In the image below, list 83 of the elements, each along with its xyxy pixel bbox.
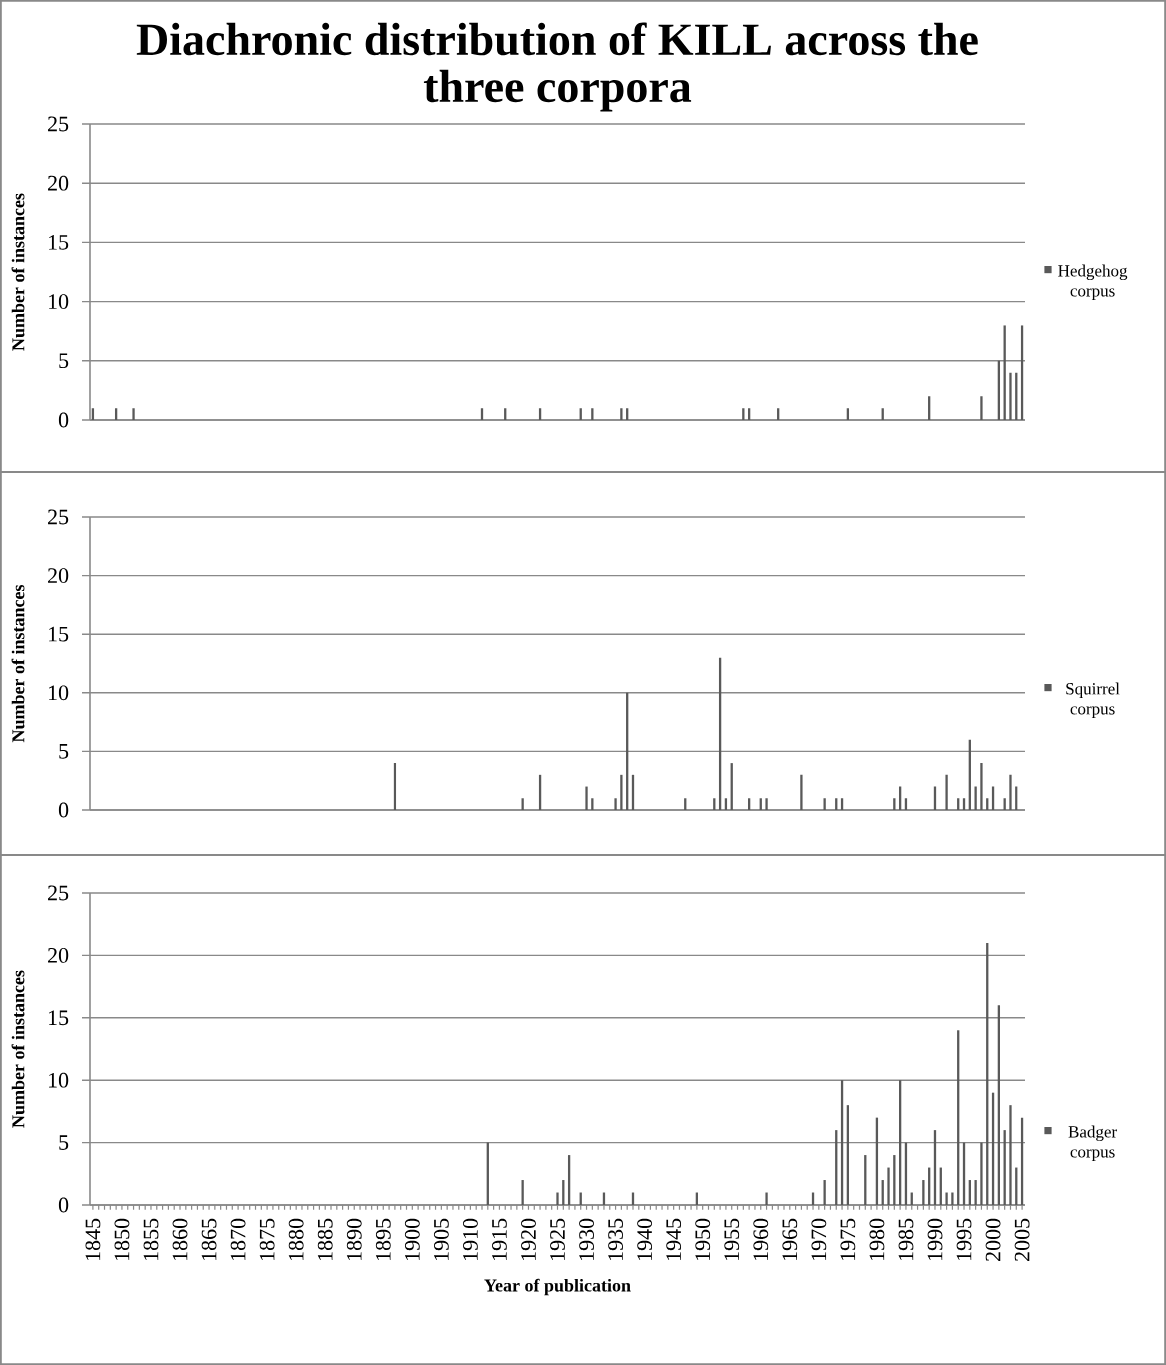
bar [980,763,983,810]
y-tick-label: 20 [48,568,69,584]
y-tick-label: 0 [58,1197,69,1213]
bar [951,1192,954,1205]
x-tick-label: 1940 [637,1218,653,1260]
x-tick-label: 1890 [346,1218,362,1260]
x-tick-label: 1955 [724,1218,740,1260]
y-tick-label: 10 [49,1072,69,1088]
y-tick-label: 20 [48,175,69,191]
bar [823,798,826,810]
y-tick-label: 15 [49,1010,69,1026]
x-tick-label: 1870 [230,1218,246,1260]
bar [945,1192,948,1205]
bar [585,786,588,810]
x-tick-label: 2005 [1014,1218,1030,1261]
bar [1009,774,1012,810]
x-tick-label: 2000 [985,1218,1001,1261]
x-tick-label: 1950 [695,1218,711,1260]
y-axis-title: Number of instances [11,970,25,1128]
x-tick-label: 1970 [811,1218,827,1260]
x-tick-label: 1960 [753,1218,769,1260]
x-tick-label: 1930 [579,1218,594,1260]
y-tick-label: 0 [58,412,69,428]
x-tick-label: 1865 [201,1218,217,1260]
legend-label: Badger corpus [1068,1125,1117,1161]
x-tick-label: 1980 [869,1218,885,1260]
x-tick-label: 1945 [666,1218,682,1260]
bar [800,774,803,810]
bar [922,1180,925,1205]
bar [974,1180,977,1205]
x-tick-label: 1875 [259,1218,275,1260]
x-tick-label: 1915 [492,1218,507,1260]
y-tick-label: 5 [59,353,69,369]
bar [980,1142,983,1205]
bar [132,408,135,420]
y-tick-label: 15 [49,235,69,250]
bar [823,1180,826,1205]
x-axis-title: Year of publication [484,1278,631,1296]
bar [1009,372,1012,420]
y-tick-label: 20 [48,947,69,963]
bar [556,1192,559,1205]
y-axis-title: Number of instances [11,193,25,351]
x-tick-label: 1895 [375,1218,391,1260]
chart-title: Diachronic distribution of KILL across the three corpora [136,22,978,112]
bar [765,798,768,810]
bar [945,774,948,810]
x-tick-label: 1880 [288,1218,304,1260]
y-tick-label: 25 [48,116,69,132]
x-tick-label: 1845 [85,1218,101,1260]
bar [887,1167,890,1205]
x-tick-label: 1985 [898,1218,914,1260]
x-tick-label: 1965 [782,1218,798,1260]
bar [620,408,623,420]
y-tick-label: 0 [58,802,69,818]
y-tick-label: 15 [49,626,69,642]
x-tick-label: 1925 [550,1218,565,1260]
bar [1009,1105,1012,1205]
x-tick-label: 1920 [521,1218,536,1260]
y-tick-label: 5 [59,744,69,759]
bar [974,786,977,810]
x-tick-label: 1975 [840,1218,856,1260]
y-tick-label: 5 [59,1135,69,1150]
x-tick-label: 1995 [956,1218,972,1260]
x-tick-label: 1850 [114,1218,130,1260]
y-tick-label: 25 [48,885,69,901]
bar [765,1192,768,1205]
x-tick-label: 1860 [172,1218,188,1260]
x-tick-label: 1990 [927,1218,943,1260]
legend-label: Hedgehog corpus [1058,264,1128,300]
y-axis-title: Number of instances [11,584,25,743]
x-tick-label: 1910 [462,1218,478,1260]
y-tick-label: 25 [48,509,69,525]
y-tick-label: 10 [49,294,69,310]
x-tick-label: 1905 [433,1218,449,1260]
x-tick-label: 1935 [608,1218,623,1260]
x-tick-label: 1855 [143,1218,159,1260]
x-tick-label: 1885 [317,1218,333,1260]
y-tick-label: 10 [49,685,69,701]
bar [620,774,623,810]
x-tick-label: 1900 [404,1218,420,1260]
bar [614,798,617,810]
legend-label: Squirrel corpus [1066,682,1120,718]
bar [980,396,983,420]
